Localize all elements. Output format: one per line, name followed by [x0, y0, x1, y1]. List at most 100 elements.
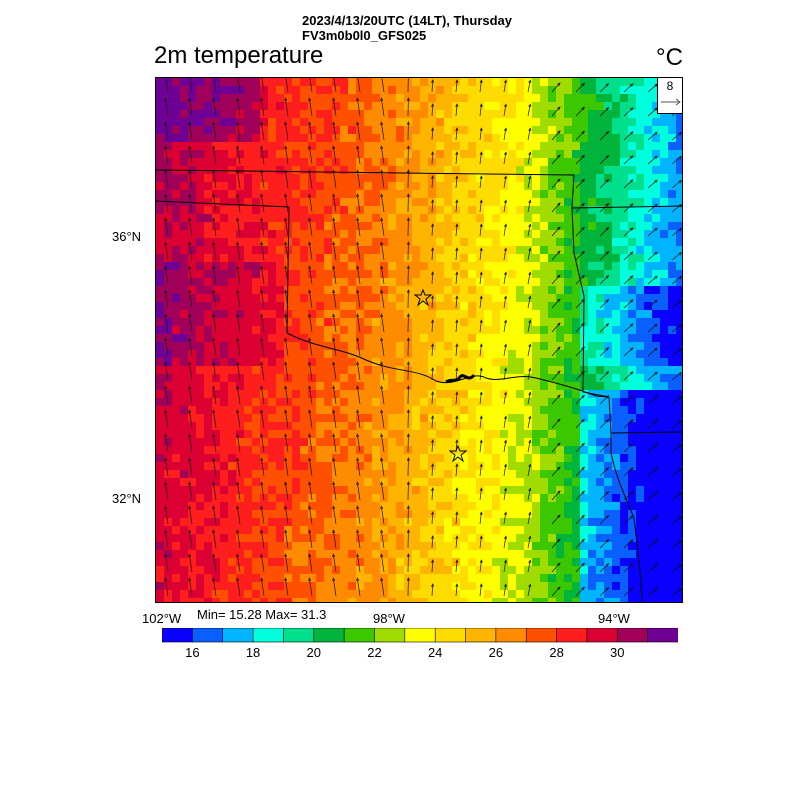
wind-vector: [332, 242, 337, 261]
wind-vector: [431, 223, 434, 237]
wind-vector: [503, 488, 507, 501]
wind-vector: [284, 242, 289, 261]
wind-vector: [455, 223, 458, 237]
wind-vector: [380, 98, 385, 117]
wind-vector: [236, 290, 241, 309]
wind-vector: [455, 487, 458, 501]
wind-vector: [188, 506, 193, 525]
wind-vector: [527, 320, 531, 333]
wind-vector: [527, 560, 531, 573]
wind-vector: [236, 554, 241, 573]
wind-vector: [623, 515, 634, 525]
wind-vector: [551, 178, 561, 189]
wind-vector: [164, 266, 169, 285]
lat-label-36n: 36°N: [112, 229, 142, 244]
colorbar-tick-label: 30: [610, 645, 625, 660]
wind-vector: [455, 367, 458, 381]
wind-vector: [671, 324, 682, 333]
wind-vector: [671, 540, 682, 549]
wind-vector: [260, 194, 265, 213]
wind-vector: [455, 79, 458, 93]
wind-vector: [261, 78, 265, 93]
wind-vector: [164, 122, 169, 141]
wind-vector: [551, 442, 561, 453]
wind-vector: [527, 296, 531, 309]
wind-vector: [647, 251, 658, 261]
wind-vector: [236, 194, 241, 213]
wind-vector: [599, 107, 609, 117]
wind-vector: [332, 266, 337, 285]
wind-vector: [308, 578, 313, 597]
wind-vector: [188, 218, 193, 237]
wind-vector: [332, 362, 337, 381]
wind-vector: [647, 467, 658, 477]
wind-vector: [380, 386, 385, 405]
wind-vector: [599, 275, 609, 285]
wind-vector: [431, 559, 434, 573]
wind-vector: [332, 410, 337, 429]
wind-vector: [260, 218, 265, 237]
wind-vector: [212, 458, 217, 477]
wind-vector: [332, 98, 337, 117]
wind-vector: [308, 554, 313, 573]
wind-vector: [455, 127, 458, 141]
wind-vector: [308, 386, 313, 405]
wind-vector: [164, 482, 169, 501]
wind-vector: [527, 488, 531, 501]
wind-vector: [551, 586, 561, 597]
wind-vector: [164, 458, 169, 477]
wind-vector: [188, 530, 193, 549]
wind-vector: [551, 130, 561, 141]
wind-vector: [551, 394, 561, 405]
wind-vector: [356, 266, 361, 285]
wind-vector: [575, 515, 585, 525]
wind-vector: [479, 488, 482, 501]
wind-vector: [623, 275, 634, 285]
wind-vector: [647, 203, 658, 213]
wind-vector: [308, 482, 313, 501]
wind-vector: [479, 248, 482, 261]
wind-vector: [213, 78, 217, 93]
wind-vector: [671, 564, 682, 573]
wind-vector: [455, 199, 458, 213]
wind-vector: [260, 314, 265, 333]
wind-vector: [431, 127, 434, 141]
min-max-stats: Min= 15.28 Max= 31.3: [197, 607, 327, 622]
wind-vector: [479, 584, 482, 597]
wind-vector: [308, 434, 313, 453]
wind-vector: [260, 410, 265, 429]
wind-vector: [333, 78, 337, 93]
wind-vector: [551, 466, 561, 477]
wind-vector: [356, 146, 361, 165]
wind-vector: [671, 132, 682, 141]
wind-vector: [479, 80, 482, 93]
colorbar-tick-label: 22: [367, 645, 382, 660]
wind-vector: [308, 458, 313, 477]
wind-vector: [575, 227, 585, 237]
wind-vector: [260, 362, 265, 381]
wind-vector: [188, 266, 193, 285]
colorbar-box: [162, 628, 193, 643]
border-oklahoma-panhandle-east: [286, 206, 290, 334]
colorbar-box: [343, 628, 376, 643]
wind-vector: [308, 170, 313, 189]
wind-vector: [212, 554, 217, 573]
wind-vector: [551, 106, 561, 117]
wind-vector: [260, 338, 265, 357]
wind-vector: [236, 170, 241, 189]
colorbar-box: [586, 628, 618, 643]
border-colorado-kansas-line: [156, 200, 290, 208]
wind-vector: [332, 506, 337, 525]
wind-vector: [551, 418, 561, 429]
wind-vector: [647, 155, 658, 165]
wind-vector: [284, 98, 289, 117]
wind-vector: [527, 392, 531, 405]
wind-vector: [380, 194, 385, 213]
wind-vector: [188, 290, 193, 309]
wind-vector: [431, 295, 434, 309]
wind-vector: [455, 343, 458, 357]
wind-vector: [260, 530, 265, 549]
wind-vector: [575, 587, 585, 597]
wind-vector: [623, 131, 634, 141]
star-marker-dallas: [448, 444, 468, 463]
